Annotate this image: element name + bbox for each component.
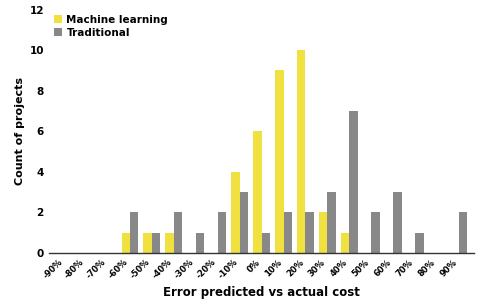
Bar (297, 50, 305, 253)
Bar (231, 172, 240, 253)
Bar (262, 233, 270, 253)
Bar (144, 233, 152, 253)
Y-axis label: Count of projects: Count of projects (15, 77, 25, 185)
Bar (196, 233, 204, 253)
X-axis label: Error predicted vs actual cost: Error predicted vs actual cost (163, 286, 360, 300)
Bar (372, 212, 380, 253)
Bar (174, 212, 182, 253)
Bar (275, 70, 284, 253)
Bar (166, 233, 174, 253)
Bar (459, 212, 468, 253)
Bar (327, 192, 336, 253)
Bar (152, 233, 160, 253)
Bar (217, 212, 226, 253)
Bar (121, 233, 130, 253)
Bar (240, 192, 248, 253)
Legend: Machine learning, Traditional: Machine learning, Traditional (54, 15, 168, 38)
Bar (349, 111, 358, 253)
Bar (130, 212, 138, 253)
Bar (319, 212, 327, 253)
Bar (415, 233, 423, 253)
Bar (305, 212, 314, 253)
Bar (341, 233, 349, 253)
Bar (253, 131, 262, 253)
Bar (393, 192, 402, 253)
Bar (284, 212, 292, 253)
